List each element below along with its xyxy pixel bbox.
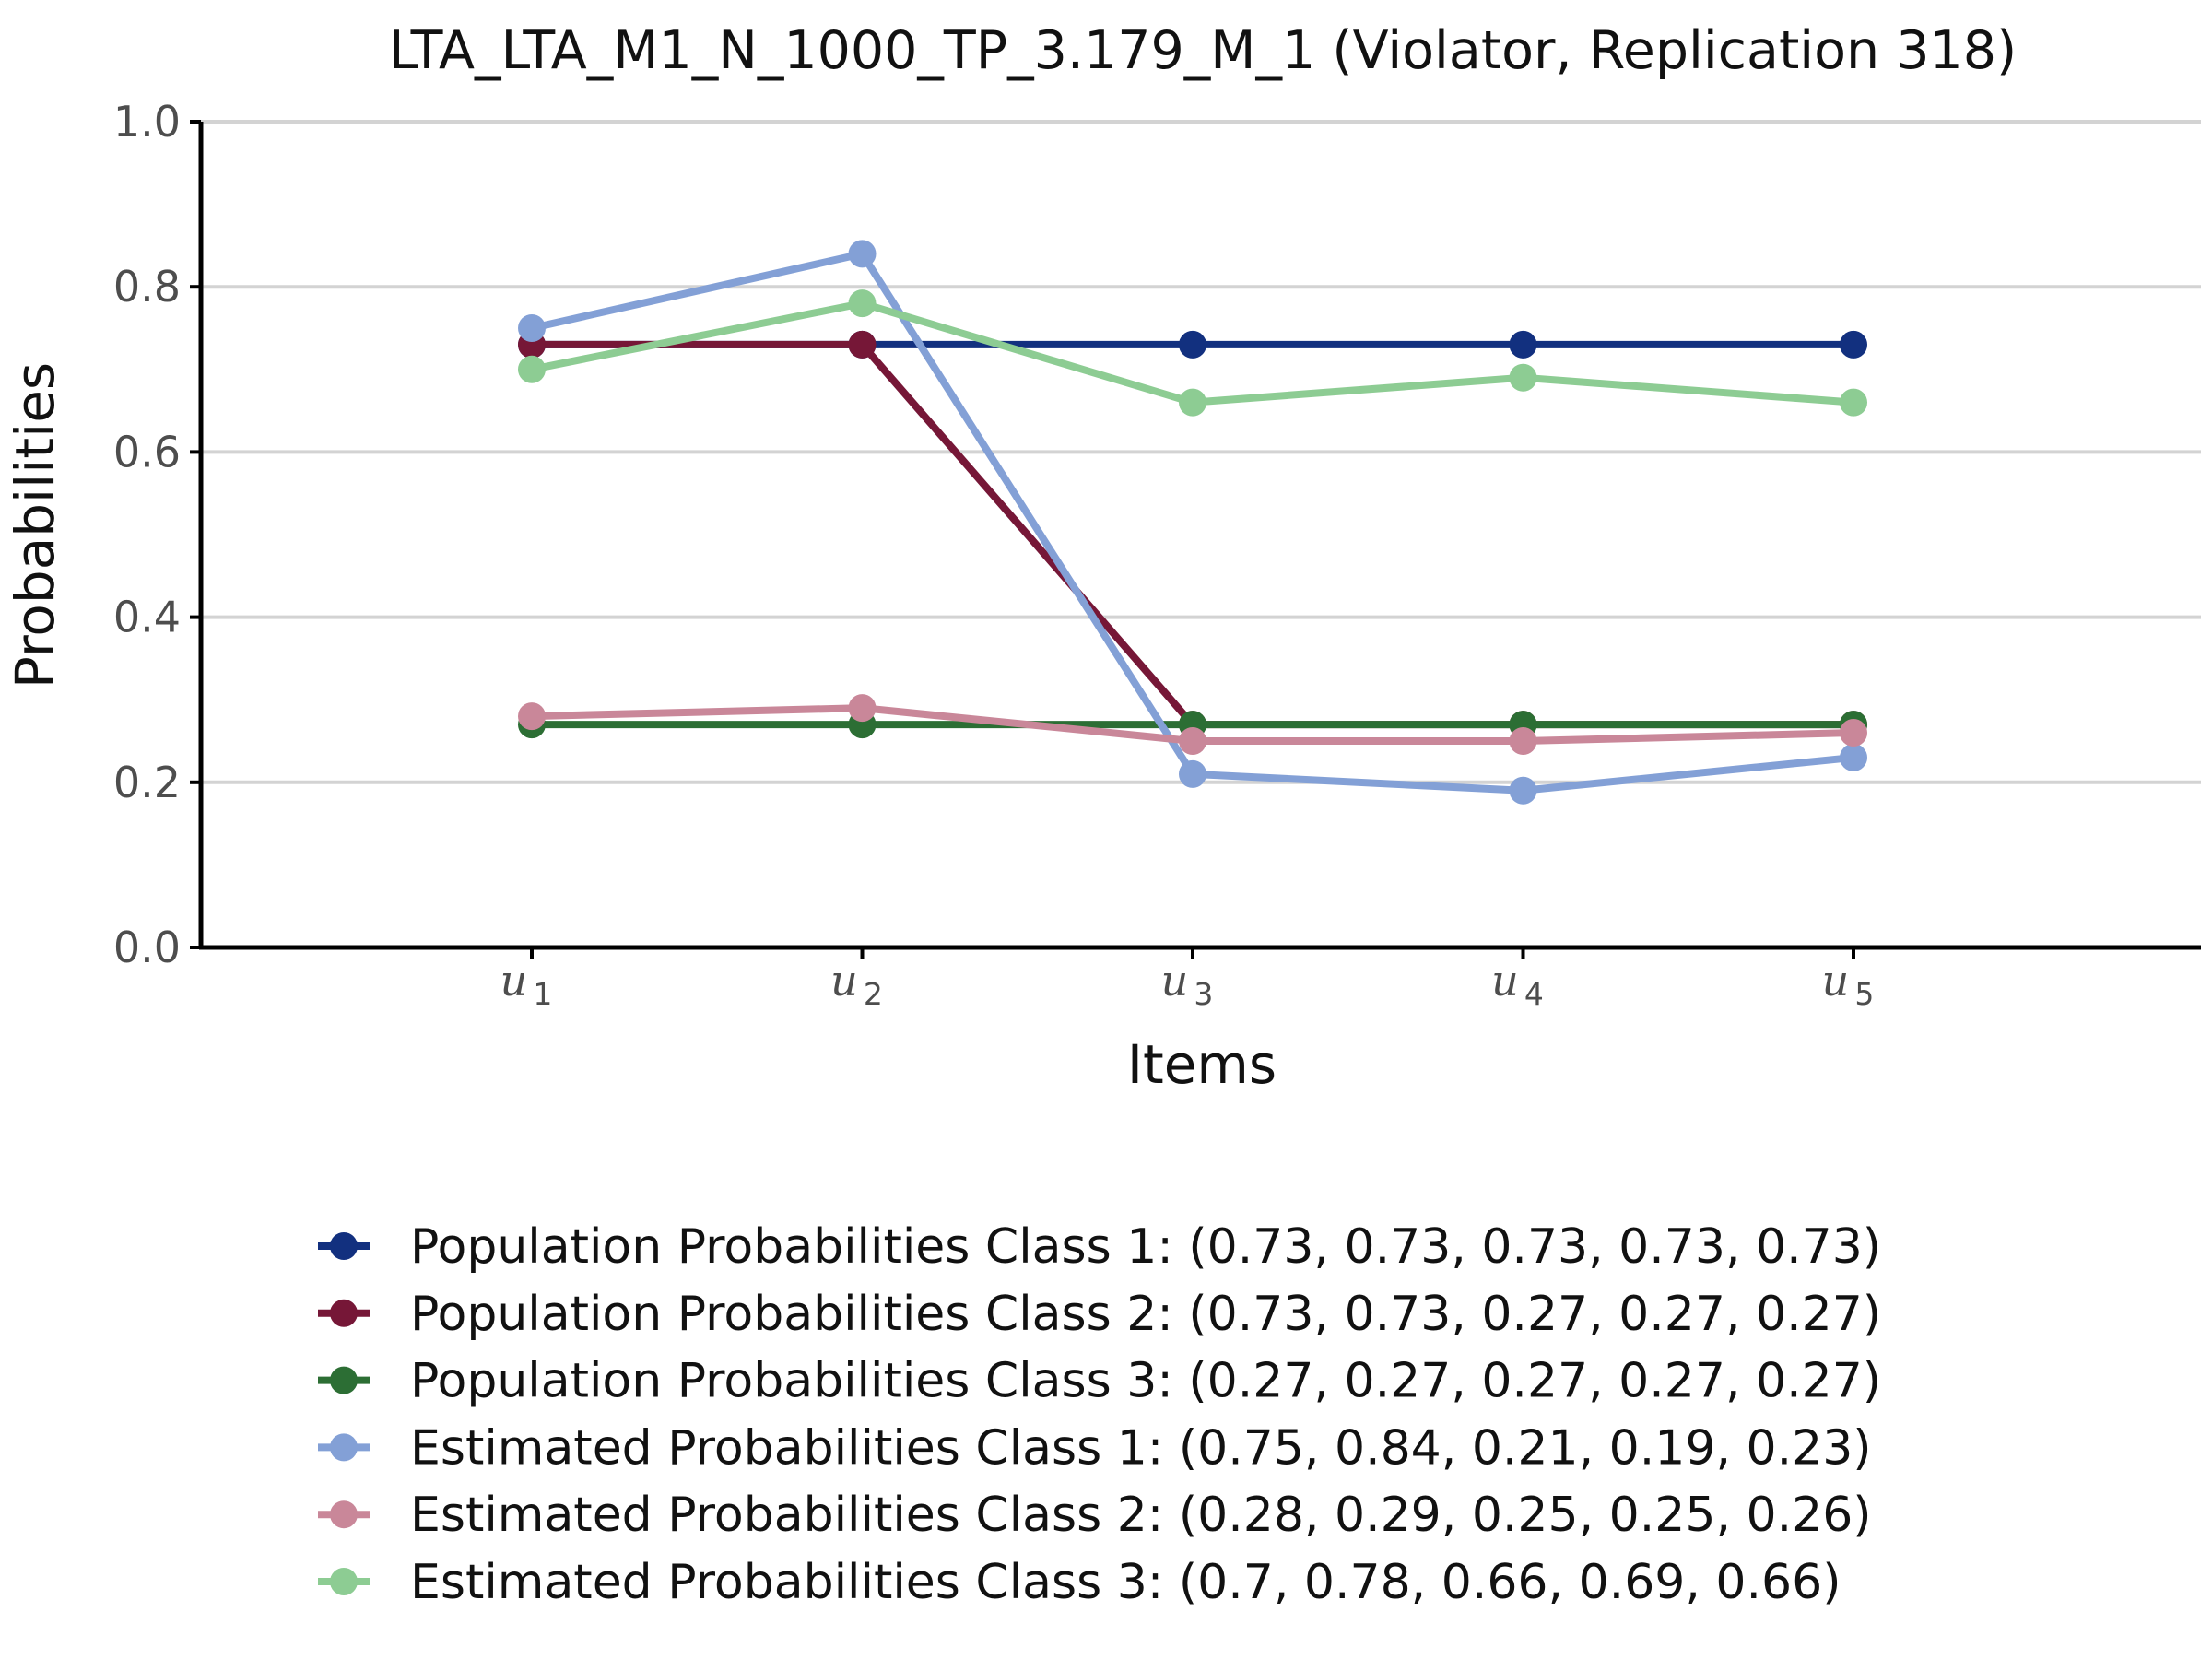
legend-item: Population Probabilities Class 2: (0.73,… — [318, 1287, 1881, 1342]
legend-swatch-point — [330, 1232, 358, 1260]
legend-item: Estimated Probabilities Class 2: (0.28, … — [318, 1488, 1872, 1543]
data-point — [1179, 727, 1206, 755]
y-axis-title: Probabilities — [4, 362, 66, 688]
data-point — [1840, 330, 1867, 359]
y-tick-label: 0.6 — [113, 427, 181, 477]
data-point — [518, 355, 546, 383]
legend-swatch-point — [330, 1299, 358, 1327]
data-point — [1179, 388, 1206, 417]
x-axis-title: Items — [1127, 1033, 1277, 1096]
legend-label: Estimated Probabilities Class 2: (0.28, … — [410, 1488, 1872, 1543]
series-4 — [518, 240, 1867, 805]
data-point — [1509, 776, 1537, 805]
series-6 — [518, 289, 1867, 417]
data-point — [1840, 743, 1867, 771]
series-lines — [518, 240, 1867, 805]
data-point — [848, 289, 877, 318]
legend-swatch-point — [330, 1366, 358, 1394]
chart-title: LTA_LTA_M1_N_1000_TP_3.179_M_1 (Violator… — [389, 20, 2018, 81]
y-tick-label: 0.8 — [113, 262, 181, 312]
data-point — [518, 314, 546, 342]
y-tick-label: 1.0 — [113, 97, 181, 147]
legend-label: Estimated Probabilities Class 1: (0.75, … — [410, 1420, 1872, 1476]
y-tick-label: 0.2 — [113, 758, 181, 807]
legend-item: Estimated Probabilities Class 1: (0.75, … — [318, 1420, 1872, 1476]
legend-item: Population Probabilities Class 1: (0.73,… — [318, 1219, 1881, 1275]
y-tick-labels: 0.0 0.2 0.4 0.6 0.8 1.0 — [113, 97, 181, 972]
data-point — [1509, 727, 1537, 755]
legend-label: Population Probabilities Class 3: (0.27,… — [410, 1354, 1881, 1409]
legend-swatch-point — [330, 1500, 358, 1529]
data-point — [1179, 330, 1206, 359]
legend-label: Estimated Probabilities Class 3: (0.7, 0… — [410, 1555, 1841, 1610]
legend: Population Probabilities Class 1: (0.73,… — [318, 1219, 1881, 1610]
legend-item: Estimated Probabilities Class 3: (0.7, 0… — [318, 1555, 1841, 1610]
data-point — [1509, 363, 1537, 392]
data-point — [848, 240, 877, 268]
data-point — [1179, 759, 1206, 788]
data-point — [848, 694, 877, 723]
legend-swatch-point — [330, 1433, 358, 1462]
y-tick-label: 0.0 — [113, 923, 181, 972]
data-point — [1840, 719, 1867, 747]
data-point — [1840, 388, 1867, 417]
data-point — [848, 330, 877, 359]
legend-swatch-point — [330, 1568, 358, 1595]
legend-label: Population Probabilities Class 1: (0.73,… — [410, 1219, 1881, 1275]
legend-item: Population Probabilities Class 3: (0.27,… — [318, 1354, 1881, 1409]
legend-label: Population Probabilities Class 2: (0.73,… — [410, 1287, 1881, 1342]
axes — [190, 120, 2201, 959]
data-point — [1509, 330, 1537, 359]
data-point — [518, 702, 546, 731]
series-5 — [518, 694, 1867, 755]
y-tick-label: 0.4 — [113, 593, 181, 642]
gridlines — [201, 120, 2201, 784]
